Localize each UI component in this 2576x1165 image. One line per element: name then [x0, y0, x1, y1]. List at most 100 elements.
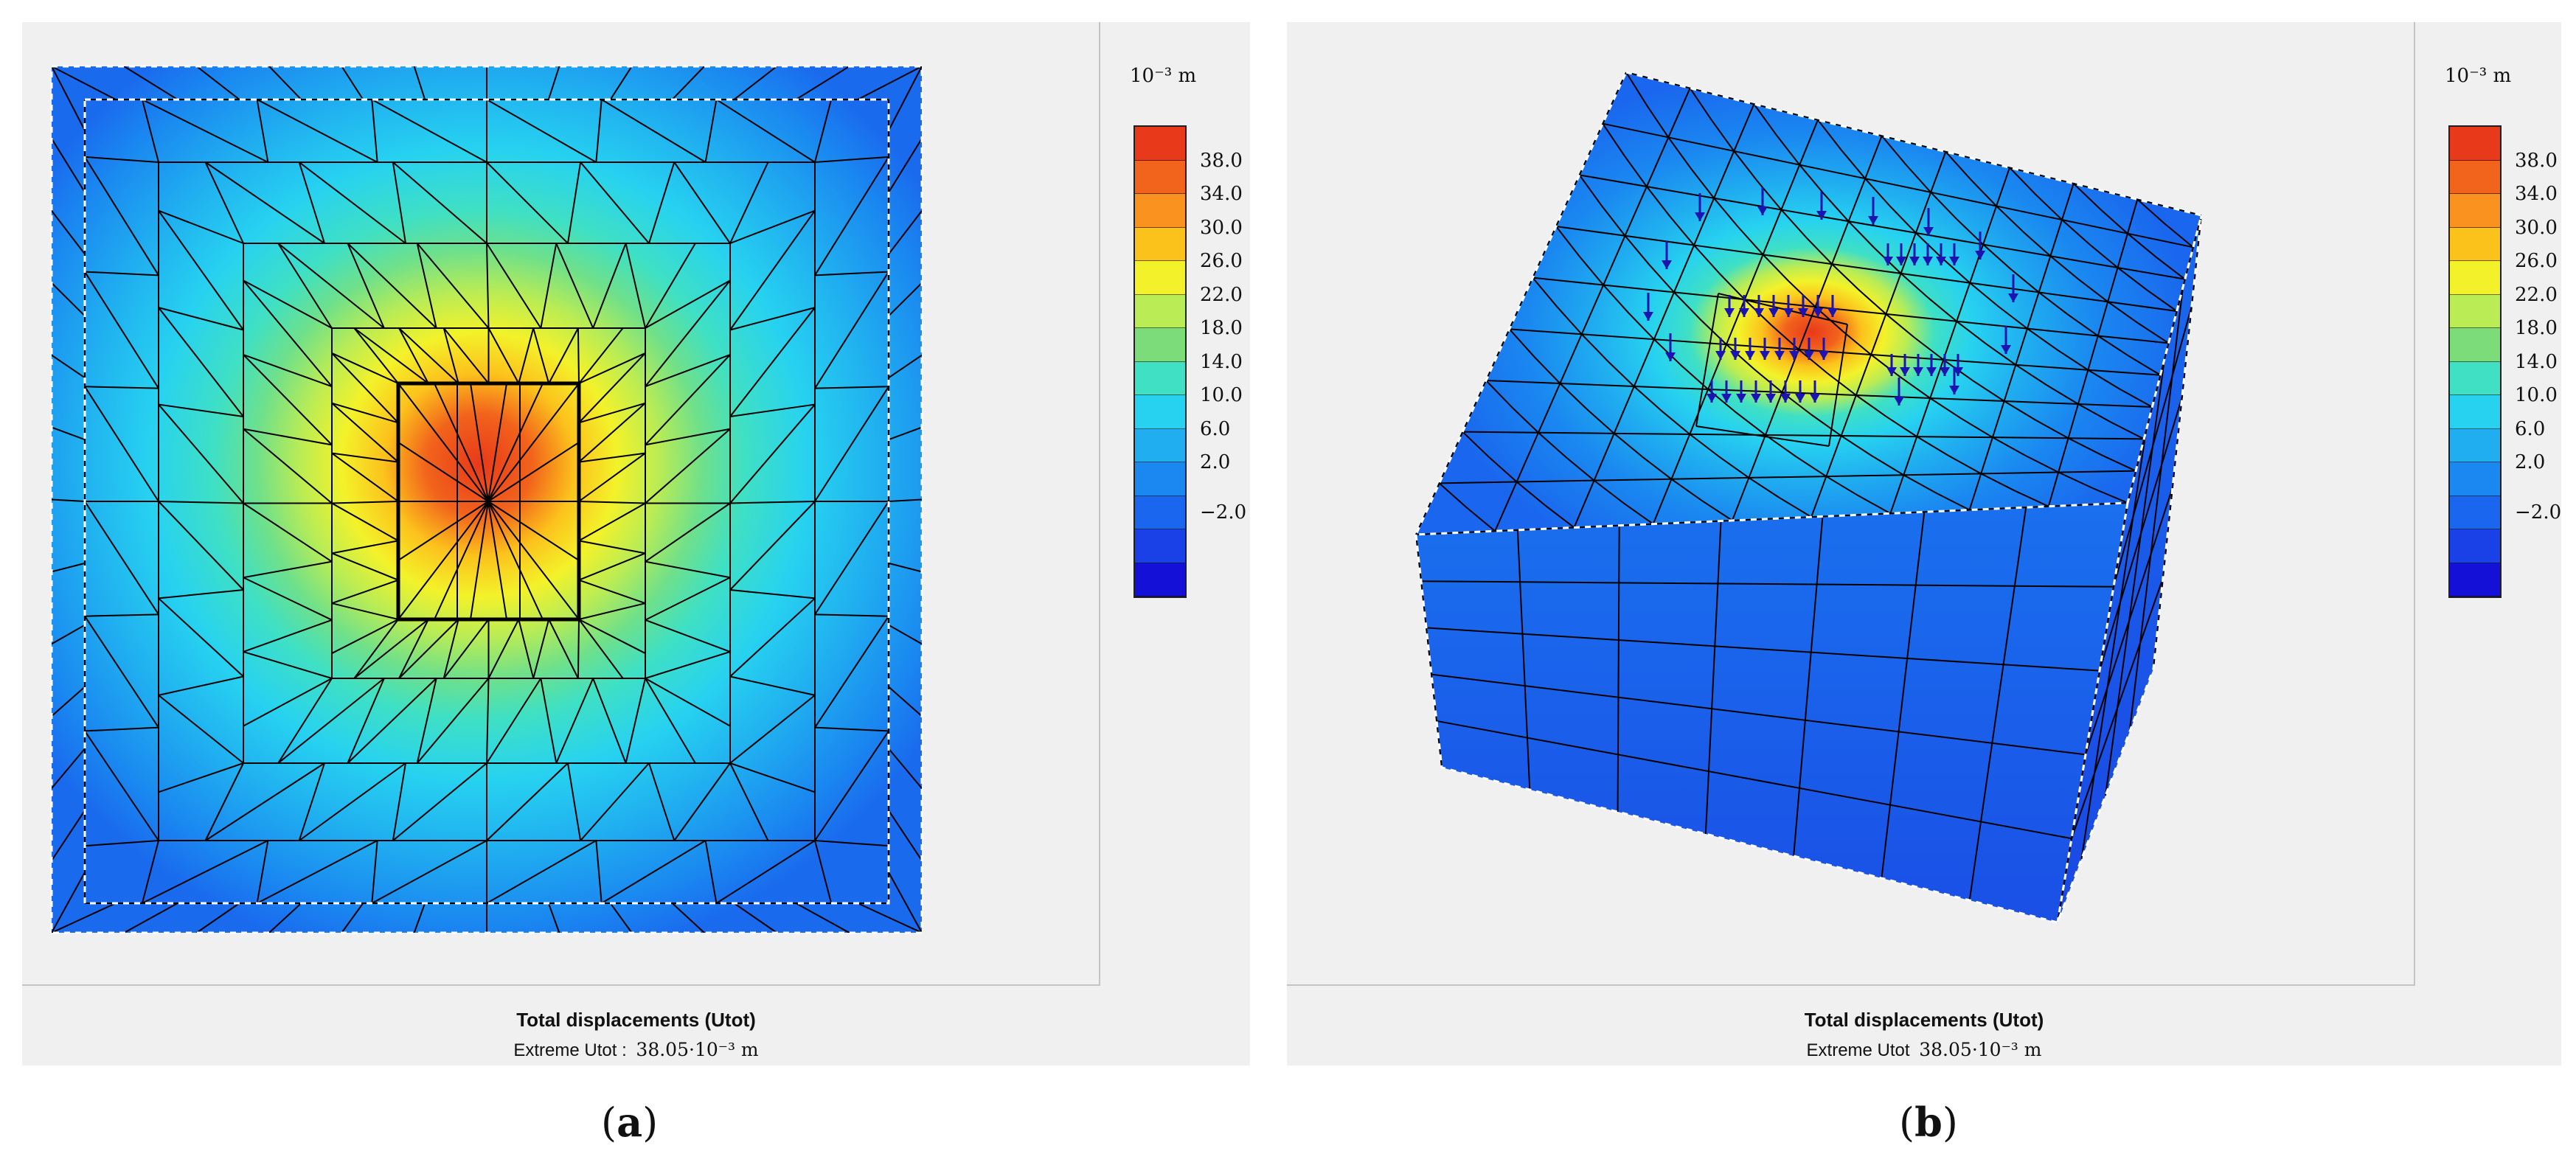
mesh-edge: [1798, 306, 1816, 350]
mesh-edge: [888, 872, 922, 933]
mesh-edge: [2049, 255, 2080, 280]
mesh-edge: [729, 695, 816, 764]
mesh-edge: [1669, 215, 1695, 246]
mesh-edge: [2164, 223, 2194, 248]
colorbar-tick-label: 10.0: [2515, 384, 2558, 406]
mesh-edge: [486, 678, 490, 764]
mesh-edge: [1930, 191, 1997, 207]
caption-title: Total displacements (Utot): [516, 1009, 756, 1031]
mesh-edge: [84, 156, 159, 163]
mesh-edge: [1661, 410, 1690, 435]
mesh-edge: [645, 678, 731, 727]
mesh-edge: [486, 99, 597, 163]
mesh-edge: [2087, 335, 2099, 371]
mesh-edge: [1718, 456, 1749, 479]
mesh-edge: [1805, 237, 1833, 265]
plot-area[interactable]: [1287, 22, 2415, 986]
load-arrow-head: [1816, 211, 1827, 220]
mesh-edge: [1942, 257, 1971, 284]
colorbar-tick-label: 2.0: [2515, 451, 2546, 473]
color-legend: 10⁻³ m 38.0 34.0 30.0 26.0 22.0 18.0 14.0 10.0 6…: [2415, 22, 2561, 984]
mesh-edge: [814, 156, 889, 163]
mesh-edge: [1788, 280, 1816, 307]
mesh-edge: [1981, 471, 2059, 475]
mesh-edge: [1900, 272, 1971, 284]
mesh-edge: [442, 619, 459, 679]
mesh-edge: [2016, 364, 2089, 371]
mesh-edge: [1991, 400, 2005, 438]
mesh-edge: [434, 501, 489, 620]
load-arrow-head: [1804, 351, 1814, 360]
mesh-edge: [1645, 136, 1670, 187]
load-arrow-head: [1665, 352, 1676, 361]
mesh-edge: [888, 210, 922, 255]
mesh-edge: [1713, 198, 1739, 228]
mesh-edge: [555, 678, 594, 764]
mesh-edge: [331, 552, 399, 581]
mesh-edge: [578, 452, 646, 463]
mesh-edge: [243, 428, 333, 446]
load-arrow-head: [1721, 394, 1732, 403]
load-arrow-head: [1949, 257, 1959, 265]
mesh-edge: [1968, 473, 1982, 510]
mesh-edge: [52, 686, 86, 717]
plot-area[interactable]: [22, 22, 1100, 986]
mesh-edge: [1603, 235, 1626, 285]
colorbar-tick-label: 38.0: [2515, 149, 2558, 172]
colorbar-segment: [2450, 462, 2500, 496]
mesh-edge: [331, 403, 399, 463]
mesh-edge: [2117, 267, 2148, 291]
mesh-edge: [2127, 232, 2156, 258]
mesh-edge: [341, 903, 364, 933]
mesh-edge: [1885, 415, 1917, 437]
mesh-edge: [331, 619, 399, 654]
mesh-edge: [578, 619, 646, 654]
mesh-edge: [1847, 220, 1875, 248]
mesh-edge: [1623, 155, 1648, 187]
mesh-edge: [2088, 369, 2161, 376]
colorbar-segment: [2450, 127, 2500, 161]
mesh-edge: [434, 383, 489, 502]
mesh-edge: [2097, 301, 2109, 336]
mesh-edge: [2047, 472, 2060, 507]
mesh-edge: [2127, 470, 2137, 504]
mesh-edge: [371, 99, 378, 163]
mesh-edge: [347, 678, 385, 764]
displacement-contour-3d[interactable]: [1287, 22, 2414, 984]
mesh-edge: [1509, 328, 1582, 335]
mesh-edge: [397, 501, 489, 561]
domain-outline: [50, 65, 923, 934]
mesh-edge: [729, 501, 816, 504]
load-arrow-head: [1643, 312, 1653, 321]
mesh-edge: [196, 903, 240, 933]
mesh-edge: [1775, 134, 1800, 166]
mesh-edge: [2049, 219, 2063, 257]
mesh-edge: [1928, 297, 1957, 322]
colorbar: [2448, 125, 2502, 598]
mesh-edge: [729, 675, 816, 696]
mesh-edge: [486, 678, 542, 764]
mesh-edge: [1756, 180, 1782, 211]
mesh-edge: [888, 426, 922, 441]
mesh-edge: [1811, 414, 1842, 437]
mesh-edge: [577, 619, 580, 679]
displacement-contour-plan[interactable]: [22, 22, 1099, 984]
mesh-edge: [547, 66, 560, 100]
load-arrow-head: [1936, 257, 1946, 265]
mesh-edge: [1516, 529, 1531, 790]
mesh-edge: [158, 501, 244, 504]
mesh-edge: [158, 403, 244, 417]
load-arrow-head: [1766, 394, 1776, 403]
front-face: [1416, 503, 2128, 922]
mesh-edge: [1970, 178, 1997, 207]
load-arrow-head: [1886, 367, 1897, 376]
mesh-edge: [578, 352, 646, 424]
mesh-edge: [1982, 243, 2011, 270]
foundation-outline: [396, 381, 581, 622]
mesh-edge: [443, 327, 490, 384]
mesh-edge: [158, 403, 244, 504]
mesh-edge: [1903, 473, 1982, 476]
mesh-edge: [1625, 234, 1695, 246]
mesh-edge: [1693, 198, 1715, 246]
mesh-edge: [2038, 291, 2108, 303]
